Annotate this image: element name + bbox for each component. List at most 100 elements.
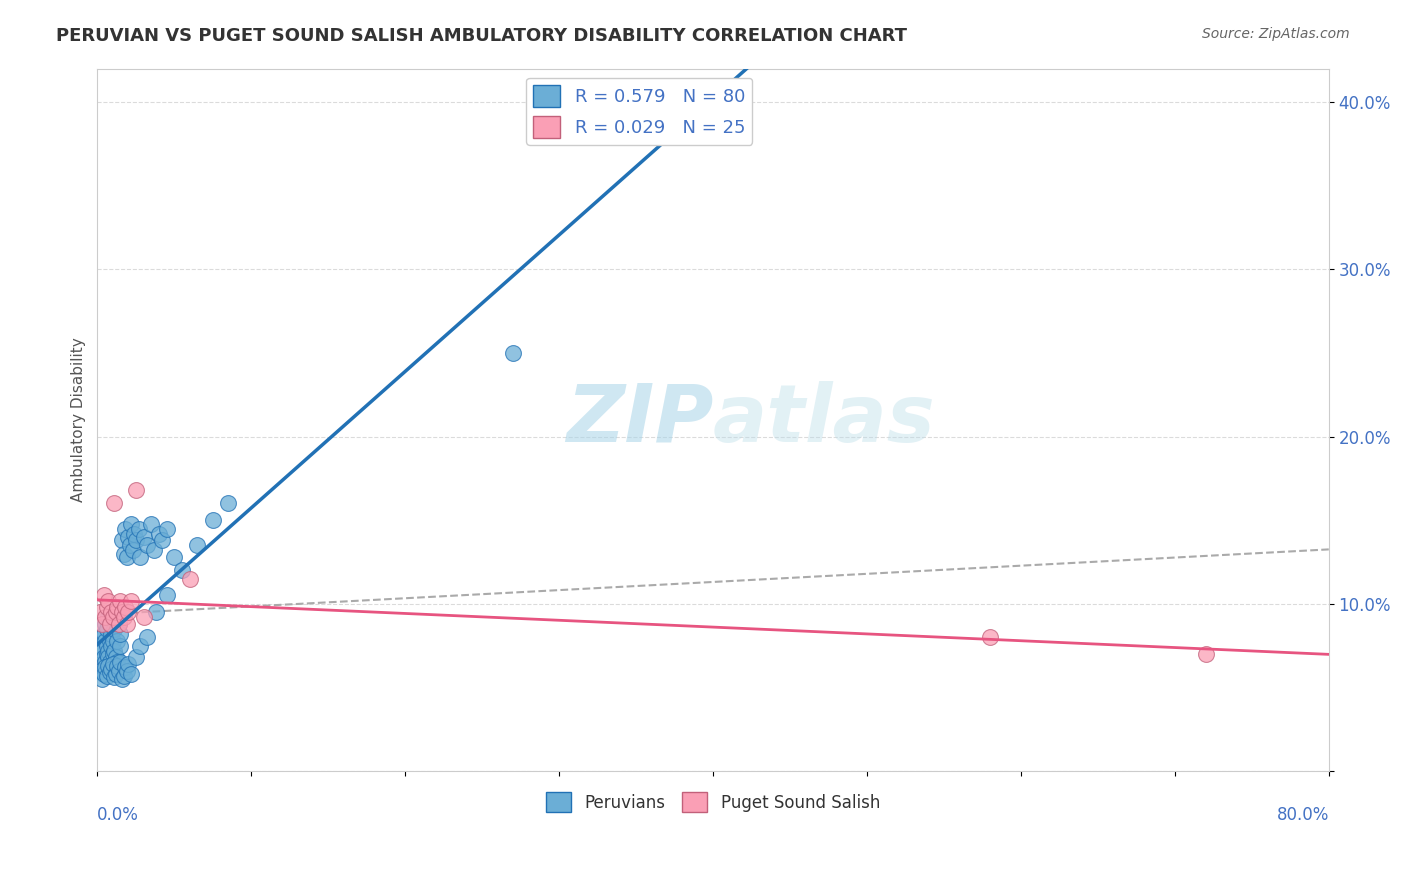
Point [170, 563, 193, 577]
Point [96, 622, 118, 636]
Point [108, 616, 131, 631]
Point [104, 605, 127, 619]
Point [94, 656, 117, 670]
Point [104, 667, 127, 681]
Point [96, 647, 118, 661]
Point [120, 516, 142, 531]
Point [111, 605, 134, 619]
Point [121, 543, 143, 558]
Point [112, 669, 135, 683]
Y-axis label: Ambulatory Disability: Ambulatory Disability [72, 337, 86, 502]
Point [103, 622, 125, 636]
Point [115, 549, 138, 564]
Point [91, 630, 114, 644]
Point [89, 664, 111, 678]
Point [89, 605, 111, 619]
Point [105, 633, 128, 648]
Point [120, 667, 142, 681]
Point [97, 658, 120, 673]
Point [100, 605, 122, 619]
Point [98, 656, 121, 670]
Point [97, 593, 120, 607]
Point [100, 662, 122, 676]
Point [132, 610, 155, 624]
Point [91, 616, 114, 631]
Point [135, 630, 157, 644]
Point [105, 600, 128, 615]
Point [156, 522, 179, 536]
Point [101, 647, 124, 661]
Point [97, 643, 120, 657]
Text: 80.0%: 80.0% [1277, 806, 1329, 824]
Point [201, 513, 224, 527]
Point [112, 547, 135, 561]
Point [1194, 647, 1216, 661]
Point [117, 605, 139, 619]
Point [100, 627, 122, 641]
Point [103, 643, 125, 657]
Point [110, 656, 132, 670]
Point [97, 610, 120, 624]
Point [118, 538, 141, 552]
Text: atlas: atlas [713, 381, 936, 458]
Point [125, 533, 148, 548]
Point [93, 627, 115, 641]
Point [132, 530, 155, 544]
Point [129, 639, 152, 653]
Point [110, 627, 132, 641]
Point [141, 516, 163, 531]
Point [128, 522, 150, 536]
Point [103, 496, 125, 510]
Point [93, 589, 115, 603]
Point [111, 533, 134, 548]
Point [98, 616, 121, 631]
Point [98, 616, 121, 631]
Point [217, 496, 239, 510]
Point [115, 664, 138, 678]
Text: PERUVIAN VS PUGET SOUND SALISH AMBULATORY DISABILITY CORRELATION CHART: PERUVIAN VS PUGET SOUND SALISH AMBULATOR… [56, 27, 907, 45]
Point [108, 664, 131, 678]
Text: 0.0%: 0.0% [97, 806, 139, 824]
Point [120, 593, 142, 607]
Point [98, 633, 121, 648]
Point [91, 643, 114, 657]
Point [163, 549, 186, 564]
Point [117, 657, 139, 671]
Point [97, 650, 120, 665]
Point [101, 657, 124, 671]
Point [179, 572, 201, 586]
Point [108, 616, 131, 631]
Point [94, 633, 117, 648]
Point [125, 483, 148, 497]
Point [143, 543, 166, 558]
Point [114, 660, 136, 674]
Point [94, 610, 117, 624]
Point [105, 656, 128, 670]
Point [114, 522, 136, 536]
Point [129, 549, 152, 564]
Point [979, 630, 1001, 644]
Point [125, 650, 148, 665]
Point [114, 600, 136, 615]
Point [93, 650, 115, 665]
Point [145, 605, 167, 619]
Point [89, 639, 111, 653]
Point [150, 533, 173, 548]
Point [100, 639, 122, 653]
Legend: Peruvians, Puget Sound Salish: Peruvians, Puget Sound Salish [540, 785, 887, 819]
Point [110, 593, 132, 607]
Point [115, 616, 138, 631]
Point [98, 665, 121, 680]
Point [94, 660, 117, 674]
Point [148, 526, 170, 541]
Point [112, 610, 135, 624]
Point [91, 672, 114, 686]
Point [502, 346, 524, 360]
Point [93, 667, 115, 681]
Point [110, 639, 132, 653]
Point [124, 526, 146, 541]
Point [94, 616, 117, 631]
Point [104, 610, 127, 624]
Text: ZIP: ZIP [565, 381, 713, 458]
Point [101, 610, 124, 624]
